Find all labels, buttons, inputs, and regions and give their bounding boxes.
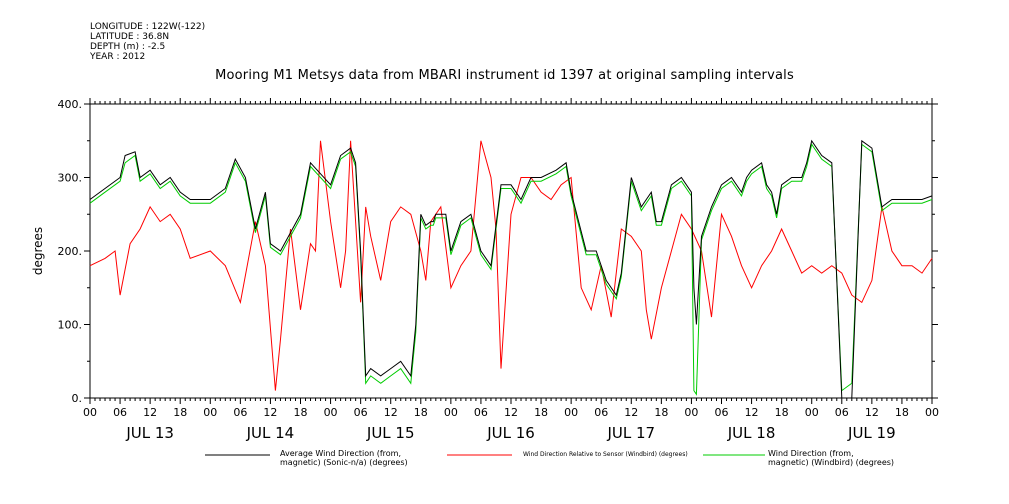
x-tick-label: 00 — [444, 406, 458, 419]
legend-label-0-line2: magnetic) (Sonic-n/a) (degrees) — [280, 458, 408, 467]
plot-frame — [89, 103, 933, 399]
legend-label-0: Average Wind Direction (from, — [280, 449, 401, 458]
chart-title: Mooring M1 Metsys data from MBARI instru… — [215, 68, 794, 83]
day-label: JUL 19 — [847, 424, 896, 442]
x-tick-label: 12 — [865, 406, 879, 419]
x-tick-label: 18 — [173, 406, 187, 419]
x-tick-label: 00 — [805, 406, 819, 419]
x-tick-label: 06 — [354, 406, 368, 419]
meta-depth: DEPTH (m) : -2.5 — [90, 42, 166, 52]
x-tick-label: 12 — [504, 406, 518, 419]
x-tick-label: 06 — [113, 406, 127, 419]
x-tick-label: 00 — [925, 406, 939, 419]
series-line-2 — [89, 143, 933, 396]
meta-latitude: LATITUDE : 36.8N — [90, 32, 170, 42]
legend-label-2: Wind Direction (from, — [768, 449, 854, 458]
x-tick-label: 00 — [684, 406, 698, 419]
day-label: JUL 17 — [606, 424, 655, 442]
x-tick-label: 18 — [775, 406, 789, 419]
x-tick-label: 00 — [324, 406, 338, 419]
day-label: JUL 14 — [246, 424, 295, 442]
x-tick-label: 18 — [895, 406, 909, 419]
x-tick-label: 00 — [564, 406, 578, 419]
x-tick-label: 06 — [233, 406, 247, 419]
y-tick-label: 200. — [58, 245, 83, 258]
x-tick-label: 06 — [474, 406, 488, 419]
x-tick-label: 18 — [294, 406, 308, 419]
x-tick-label: 00 — [83, 406, 97, 419]
x-tick-label: 12 — [745, 406, 759, 419]
y-tick-label: 400. — [58, 98, 83, 111]
x-tick-label: 18 — [534, 406, 548, 419]
meta-longitude: LONGITUDE : 122W(-122) — [90, 22, 206, 32]
day-label: JUL 15 — [366, 424, 415, 442]
x-tick-label: 06 — [715, 406, 729, 419]
legend-label-2-line2: magnetic) (Windbird) (degrees) — [768, 458, 894, 467]
y-tick-label: 100. — [58, 319, 83, 332]
x-tick-label: 18 — [654, 406, 668, 419]
day-label: JUL 13 — [125, 424, 174, 442]
day-label: JUL 18 — [727, 424, 776, 442]
series-line-1 — [89, 140, 933, 391]
x-tick-label: 12 — [624, 406, 638, 419]
x-tick-label: 12 — [143, 406, 157, 419]
x-tick-label: 06 — [835, 406, 849, 419]
x-tick-label: 18 — [414, 406, 428, 419]
y-tick-label: 0. — [72, 392, 83, 405]
day-label: JUL 16 — [486, 424, 535, 442]
y-axis-label: degrees — [31, 227, 45, 275]
legend-label-1: Wind Direction Relative to Sensor (Windb… — [523, 451, 688, 458]
x-tick-label: 00 — [203, 406, 217, 419]
series-line-0 — [89, 139, 933, 399]
x-tick-label: 06 — [594, 406, 608, 419]
meta-year: YEAR : 2012 — [90, 52, 146, 62]
x-tick-label: 12 — [263, 406, 277, 419]
x-tick-label: 12 — [384, 406, 398, 419]
y-tick-label: 300. — [58, 172, 83, 185]
